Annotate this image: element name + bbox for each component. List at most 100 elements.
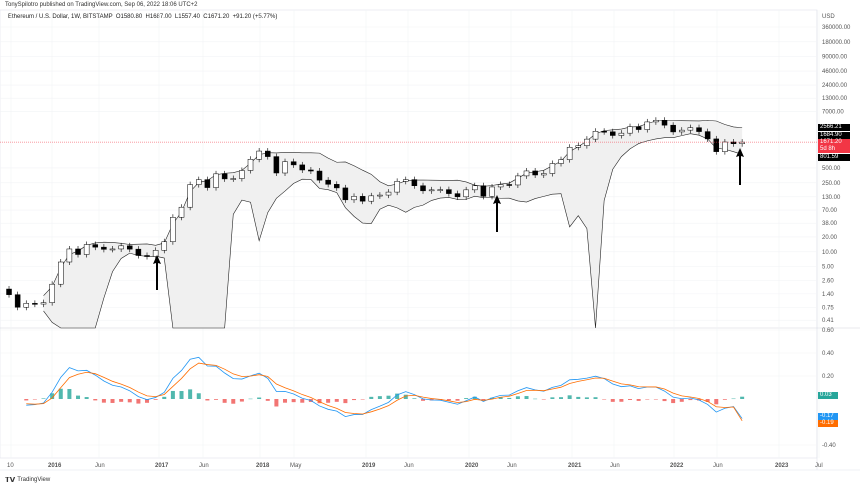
macd-histogram-bar — [170, 390, 175, 399]
candle — [558, 159, 564, 164]
candle — [282, 161, 288, 174]
price-tick-label: 46000.00 — [822, 69, 848, 75]
macd-line — [26, 356, 743, 419]
candle — [394, 181, 400, 193]
candle — [265, 150, 271, 157]
candle — [523, 170, 530, 177]
upper-band — [43, 120, 743, 296]
symbol-name: Ethereum / U.S. Dollar, 1W, BITSTAMP — [8, 14, 113, 20]
macd-histogram-bar — [32, 399, 37, 400]
time-tick-label: 2019 — [362, 463, 376, 469]
macd-histogram-bar — [24, 399, 29, 401]
candle — [515, 175, 521, 186]
time-tick-label: Jun — [404, 463, 414, 469]
candle — [32, 303, 38, 305]
macd-histogram-bar — [377, 396, 382, 399]
time-tick-label: Jul — [815, 463, 823, 469]
candle — [532, 170, 538, 176]
price-tick-label: 180000.00 — [822, 40, 851, 46]
time-tick-label: 2021 — [568, 463, 582, 469]
price-tick-label: 38.00 — [822, 221, 838, 227]
macd-histogram-bar — [740, 396, 745, 399]
brand-name: TradingView — [17, 477, 51, 483]
macd-histogram-bar — [395, 393, 400, 399]
macd-histogram-bar — [507, 397, 512, 399]
macd-histogram-bar — [239, 399, 244, 402]
candle — [549, 163, 556, 174]
macd-histogram-bar — [619, 399, 624, 402]
candle — [627, 126, 633, 134]
macd-histogram-bar — [291, 399, 296, 403]
macd-histogram-bar — [653, 399, 658, 400]
candle — [420, 185, 426, 192]
macd-histogram-bar — [524, 396, 529, 399]
macd-tick-label: 0.40 — [822, 351, 834, 357]
macd-histogram-bar — [386, 395, 391, 399]
candle — [299, 164, 306, 171]
price-tick-label: 70.00 — [822, 208, 838, 214]
macd-histogram-bar — [136, 399, 141, 404]
candle — [454, 193, 461, 198]
macd-histogram-bar — [214, 399, 219, 400]
price-tick-label: 0.75 — [822, 305, 834, 311]
macd-histogram-bar — [731, 398, 736, 400]
macd-histogram-bar — [360, 399, 365, 400]
macd-histogram-bar — [145, 399, 150, 403]
candle — [653, 120, 659, 123]
candle — [704, 131, 711, 140]
macd-histogram-bar — [265, 399, 270, 401]
candle — [170, 217, 176, 242]
candle — [359, 196, 366, 202]
macd-histogram-bar — [722, 399, 727, 400]
arrow-up-icon — [493, 195, 501, 232]
candle — [644, 121, 651, 130]
price-tick-label: 500.00 — [822, 166, 841, 172]
candle — [6, 288, 12, 295]
candle — [325, 179, 331, 185]
time-tick-label: 2020 — [465, 463, 479, 469]
ohlc-open: O1580.80 — [115, 14, 143, 20]
macd-histogram-bar — [300, 399, 305, 403]
candle — [661, 120, 668, 126]
time-tick-label: Jun — [507, 463, 517, 469]
candle — [592, 131, 599, 140]
price-tick-label: 2.60 — [822, 279, 834, 285]
macd-histogram-bar — [334, 399, 339, 402]
candle — [437, 189, 444, 191]
macd-histogram-bar — [455, 399, 460, 401]
time-tick-label: Jun — [713, 463, 723, 469]
macd-histogram-bar — [584, 397, 589, 399]
macd-histogram-bar — [205, 399, 210, 401]
ohlc-change: +91.20 (+5.77%) — [232, 14, 278, 20]
macd-histogram-bar — [93, 399, 98, 401]
price-tick-label: 0.41 — [822, 318, 834, 324]
candle — [506, 184, 513, 186]
macd-histogram-bar — [110, 399, 115, 403]
candle — [66, 248, 73, 263]
candle — [316, 170, 323, 181]
macd-histogram-bar — [671, 399, 676, 404]
candle — [187, 184, 193, 208]
footer: 𝗧𝗩 TradingView — [5, 476, 50, 484]
macd-histogram-bar — [196, 393, 201, 399]
candle — [83, 244, 90, 255]
macd-histogram-bar — [119, 399, 124, 402]
price-tag: 1671.20 5d 8h — [818, 139, 850, 153]
macd-histogram-bar — [550, 397, 555, 399]
price-tick-label: 90000.00 — [822, 55, 848, 61]
macd-histogram-bar — [679, 399, 684, 402]
axis-currency: USD — [822, 14, 835, 20]
candle — [92, 244, 99, 248]
ohlc-close: C1671.20 — [203, 14, 230, 20]
candle — [196, 179, 202, 185]
candle — [109, 248, 116, 251]
price-tick-label: 7000.00 — [822, 109, 844, 115]
candle — [273, 156, 280, 174]
macd-histogram-bar — [222, 399, 227, 403]
ohlc-high: H1687.00 — [145, 14, 172, 20]
candle — [601, 131, 607, 133]
macd-histogram-bar — [533, 398, 538, 400]
candle — [489, 186, 495, 197]
time-tick-label: 2023 — [775, 463, 789, 469]
